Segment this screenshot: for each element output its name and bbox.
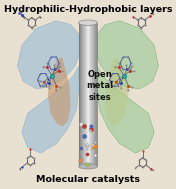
Bar [83,23,84,166]
Bar [80,23,81,166]
Bar [97,23,98,166]
Ellipse shape [79,164,97,169]
Bar [95,23,96,166]
Bar [82,23,83,166]
Polygon shape [97,66,154,153]
Polygon shape [22,66,79,153]
Bar [80,23,81,166]
Bar [84,23,85,166]
Text: Open
metal
sites: Open metal sites [86,70,113,102]
Polygon shape [97,21,159,89]
Text: Hydrophilic-Hydrophobic layers: Hydrophilic-Hydrophobic layers [4,5,172,14]
Polygon shape [17,21,79,89]
Bar [94,23,95,166]
Polygon shape [105,57,128,127]
Bar [79,23,97,166]
Ellipse shape [79,20,97,25]
Bar [93,23,94,166]
Bar [82,23,83,166]
Bar [96,23,97,166]
Bar [92,23,93,166]
Bar [81,23,82,166]
Bar [79,23,80,166]
Bar [92,23,93,166]
Bar [90,23,91,166]
Bar [87,23,88,166]
Bar [89,23,90,166]
Bar [85,23,86,166]
Bar [88,23,89,166]
Bar [90,23,91,166]
Bar [86,23,87,166]
Text: Molecular catalysts: Molecular catalysts [36,175,140,184]
Polygon shape [48,57,71,127]
Bar [91,23,92,166]
